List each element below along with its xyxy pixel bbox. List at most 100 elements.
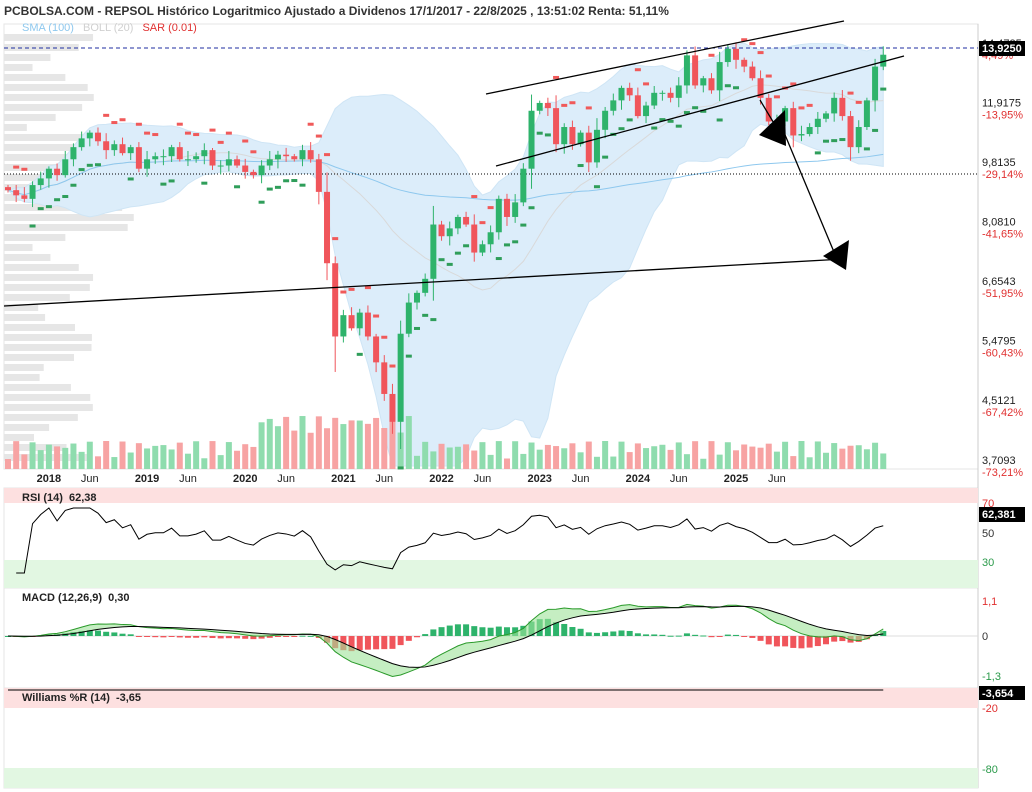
volume-bar: [724, 442, 731, 469]
candle-body: [643, 105, 650, 117]
volume-bar: [135, 443, 142, 469]
macd-bar: [291, 636, 298, 637]
sar-dot: [45, 205, 52, 209]
volume-bar: [438, 443, 445, 469]
volume-profile-bar: [4, 74, 66, 81]
candle: [863, 97, 870, 130]
trend-drawings: [3, 20, 905, 307]
sar-dot: [193, 133, 200, 137]
channel-lower-line: [495, 55, 905, 167]
sar-dot: [503, 243, 510, 247]
candle: [724, 45, 731, 67]
candle-body: [348, 315, 355, 329]
volume-bar: [446, 447, 453, 469]
volume-bar: [659, 444, 666, 469]
candle: [544, 97, 551, 116]
candle: [234, 155, 241, 168]
candle-body: [103, 141, 110, 151]
sar-dot: [37, 207, 44, 211]
volume-bar: [364, 423, 371, 469]
candle-body: [381, 362, 388, 394]
volume-bar: [536, 449, 543, 469]
volume-bar: [503, 458, 510, 469]
candle: [127, 144, 134, 161]
macd-bar: [577, 628, 584, 636]
candle-body: [299, 150, 306, 160]
macd-bar: [757, 636, 764, 641]
macd-bar: [135, 636, 142, 637]
candle-body: [364, 312, 371, 337]
macd-bar: [544, 618, 551, 636]
chart-header: PCBOLSA.COM - REPSOL Histórico Logaritmi…: [4, 4, 669, 18]
volume-bar: [561, 448, 568, 469]
sar-dot: [414, 326, 420, 330]
williams-oversold-zone: [4, 768, 978, 788]
volume-bar: [757, 447, 764, 469]
williams-level-80: -80: [982, 764, 998, 776]
volume-bar: [397, 432, 404, 469]
macd-bar: [103, 631, 110, 636]
volume-bar: [299, 416, 306, 469]
price-axis-label: 3,7093: [982, 455, 1016, 467]
candle: [54, 163, 61, 181]
candle: [266, 150, 273, 171]
volume-bar: [765, 443, 772, 469]
macd-bar: [168, 636, 175, 637]
candle: [168, 144, 175, 162]
volume-bar: [733, 450, 740, 469]
macd-bar: [659, 634, 666, 636]
macd-bar: [127, 634, 134, 636]
volume-bar: [847, 445, 854, 469]
volume-bar: [716, 454, 723, 469]
sar-dot: [569, 101, 576, 105]
candle: [422, 273, 429, 297]
macd-bar: [389, 636, 396, 649]
volume-profile-bar: [4, 144, 126, 151]
rsi-label: RSI (14) 62,38: [22, 492, 97, 504]
candle: [765, 93, 772, 126]
candle-body: [111, 144, 118, 151]
candle-body: [585, 132, 592, 163]
volume-bar: [86, 441, 93, 469]
volume-bar: [528, 442, 535, 469]
macd-bar: [716, 636, 723, 637]
volume-profile-bar: [4, 354, 74, 361]
price-axis-label: 5,4795: [982, 335, 1016, 347]
sar-dot: [602, 155, 609, 159]
volume-bar: [127, 452, 134, 469]
legend-sar: SAR (0.01): [142, 22, 197, 34]
williams-overbought-zone: [4, 688, 978, 708]
sar-dot: [397, 466, 404, 470]
volume-bar: [479, 442, 486, 469]
volume-bar: [814, 441, 821, 469]
candle-body: [495, 198, 502, 233]
macd-bar: [193, 636, 200, 638]
sar-dot: [234, 185, 241, 189]
candle: [160, 149, 167, 166]
candle: [70, 143, 77, 167]
candle-body: [274, 154, 281, 160]
macd-bar: [422, 634, 429, 636]
candle-body: [250, 171, 257, 176]
price-axis: 14,47254,49%11,9175-13,95%9,8135-29,14%8…: [982, 38, 1023, 479]
rsi-oversold-zone: [4, 560, 978, 588]
sar-dot: [250, 150, 257, 154]
sar-dot: [634, 68, 641, 72]
x-axis-label: 2024: [626, 473, 651, 485]
volume-bar: [78, 451, 85, 469]
volume-bar: [266, 418, 273, 469]
sar-dot: [593, 185, 600, 189]
macd-bar: [634, 633, 641, 636]
candle: [626, 82, 633, 101]
sar-dot: [152, 133, 159, 137]
sar-dot: [806, 103, 813, 107]
volume-bar: [258, 422, 265, 469]
sar-dot: [765, 74, 772, 78]
volume-bar: [741, 444, 748, 469]
candle: [356, 308, 363, 336]
x-axis: 2018 Jun 2019 Jun 2020 Jun 2021 Jun 2022 Jun 2023 J…: [37, 473, 786, 485]
sar-dot: [855, 100, 862, 104]
candle: [520, 163, 527, 207]
x-axis-label: Jun: [81, 473, 99, 485]
volume-bar: [324, 428, 331, 469]
